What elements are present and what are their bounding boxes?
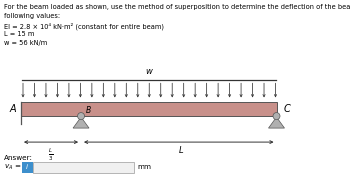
FancyBboxPatch shape [33,162,133,173]
Circle shape [78,113,85,120]
Bar [21,102,276,116]
Text: C: C [284,104,290,114]
Text: w = 56 kN/m: w = 56 kN/m [4,40,47,46]
Polygon shape [73,117,89,128]
Circle shape [273,113,280,120]
Text: following values:: following values: [4,13,60,19]
Text: EI = 2.8 × 10⁴ kN·m² (constant for entire beam): EI = 2.8 × 10⁴ kN·m² (constant for entir… [4,22,164,29]
Text: mm: mm [137,164,151,170]
Text: A: A [9,104,16,114]
Text: i: i [26,164,28,170]
Text: B: B [86,106,91,115]
Text: $\frac{L}{3}$: $\frac{L}{3}$ [48,147,54,163]
Text: Answer:: Answer: [4,155,33,161]
Polygon shape [268,117,285,128]
Text: L = 15 m: L = 15 m [4,31,34,37]
Text: w: w [145,67,152,76]
FancyBboxPatch shape [21,162,33,173]
Text: $v_A$ =: $v_A$ = [4,162,22,172]
Text: For the beam loaded as shown, use the method of superposition to determine the d: For the beam loaded as shown, use the me… [4,4,350,10]
Text: L: L [178,146,183,155]
